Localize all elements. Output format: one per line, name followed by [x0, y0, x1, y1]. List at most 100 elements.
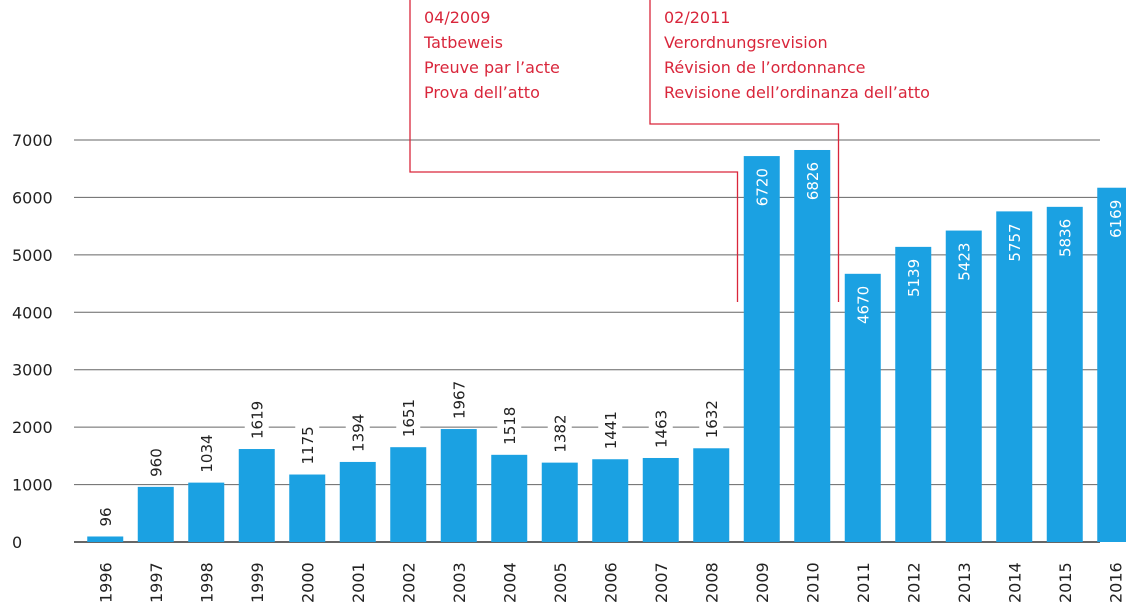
- y-tick-label: 5000: [12, 246, 53, 265]
- x-tick-label: 1996: [96, 562, 115, 603]
- x-tick-label: 2002: [399, 562, 418, 603]
- data-label: 1463: [653, 410, 671, 448]
- annotation-text: Révision de l’ordonnance: [664, 58, 865, 77]
- annotation-text: Preuve par l’acte: [424, 58, 560, 77]
- x-tick-label: 2000: [298, 562, 317, 603]
- label-mask: [699, 396, 724, 441]
- annotation-text: Revisione dell’ordinanza dell’atto: [664, 83, 930, 102]
- label-mask: [244, 397, 269, 442]
- bar-2005: [541, 462, 578, 542]
- x-tick-label: 2007: [652, 562, 671, 603]
- label-mask: [446, 377, 471, 422]
- y-tick-label: 1000: [12, 476, 53, 495]
- y-tick-label: 4000: [12, 303, 53, 322]
- grid-lines: [74, 139, 1100, 543]
- data-label: 1651: [400, 399, 418, 437]
- bar-1998: [188, 482, 225, 542]
- annotations: 04/2009 Tatbeweis Preuve par l’acte Prova d…: [409, 0, 930, 302]
- annotation-leader-line: [649, 0, 840, 302]
- bar-2012: [895, 246, 932, 542]
- data-label: 1175: [299, 426, 317, 464]
- annotation-text: Verordnungsrevision: [664, 33, 828, 52]
- bar-2008: [693, 448, 730, 542]
- x-tick-label: 2004: [500, 562, 519, 603]
- x-tick-label: 1999: [248, 562, 267, 603]
- y-tick-label: 3000: [12, 361, 53, 380]
- label-mask: [396, 395, 421, 440]
- label-mask: [598, 407, 623, 452]
- label-mask: [194, 430, 219, 475]
- data-label: 5836: [1057, 219, 1075, 257]
- data-label: 96: [97, 507, 115, 526]
- data-label: 5757: [1006, 223, 1024, 261]
- bar-2010: [794, 149, 831, 543]
- bar-1999: [238, 449, 275, 542]
- bar-2011: [844, 273, 881, 542]
- x-tick-label: 2012: [904, 562, 923, 603]
- data-label: 5139: [905, 259, 923, 297]
- x-tick-label: 1998: [197, 562, 216, 603]
- bar-2013: [945, 230, 982, 542]
- y-tick-label: 6000: [12, 188, 53, 207]
- x-tick-label: 2015: [1056, 562, 1075, 603]
- data-label: 6169: [1107, 200, 1125, 238]
- y-tick-label: 0: [12, 533, 22, 552]
- x-tick-label: 2013: [955, 562, 974, 603]
- x-tick-label: 2010: [803, 562, 822, 603]
- bar-2016: [1097, 187, 1126, 542]
- annotation-leader-line: [409, 0, 739, 302]
- label-mask: [143, 444, 168, 479]
- data-label: 1967: [451, 381, 469, 419]
- x-tick-label: 2005: [551, 562, 570, 603]
- y-tick-label: 7000: [12, 131, 53, 150]
- bars: [87, 149, 1126, 543]
- annotation-text: Prova dell’atto: [424, 83, 540, 102]
- data-labels: 96 960 1034 1619 1175 1394 1651 1967 1518 1382 144…: [97, 162, 1125, 526]
- bar-2009: [743, 156, 780, 542]
- data-label: 960: [148, 448, 166, 477]
- data-label: 1619: [249, 401, 267, 439]
- data-label: 1382: [552, 414, 570, 452]
- x-tick-label: 2009: [753, 562, 772, 603]
- data-label: 1394: [350, 414, 368, 452]
- y-tick-label: 2000: [12, 418, 53, 437]
- y-axis: 0 1000 2000 3000 4000 5000 6000 7000: [12, 131, 53, 552]
- label-mask: [648, 405, 673, 450]
- bar-2003: [440, 429, 477, 542]
- data-label: 6720: [754, 168, 772, 206]
- x-tick-label: 2016: [1106, 562, 1125, 603]
- label-mask: [345, 409, 370, 454]
- label-mask: [547, 410, 572, 455]
- bar-2000: [289, 474, 326, 542]
- data-label: 1034: [198, 434, 216, 472]
- annotation-text: 04/2009: [424, 8, 490, 27]
- label-mask: [295, 422, 320, 467]
- data-label: 5423: [956, 243, 974, 281]
- data-label: 1441: [602, 411, 620, 449]
- x-tick-label: 2006: [601, 562, 620, 603]
- bar-2015: [1046, 206, 1083, 542]
- annotation-text: 02/2011: [664, 8, 730, 27]
- x-tick-label: 2003: [450, 562, 469, 603]
- x-tick-label: 2011: [854, 562, 873, 603]
- bar-2006: [592, 459, 629, 542]
- x-tick-label: 1997: [147, 562, 166, 603]
- x-axis: 1996 1997 1998 1999 2000 2001 2002 2003 2004 2005…: [96, 562, 1125, 603]
- label-mask: [93, 503, 118, 529]
- data-label: 1518: [501, 407, 519, 445]
- bar-1997: [137, 486, 174, 542]
- data-label: 1632: [703, 400, 721, 438]
- annotation-text: Tatbeweis: [423, 33, 503, 52]
- bar-2001: [339, 461, 376, 542]
- data-label: 4670: [855, 286, 873, 324]
- x-tick-label: 2014: [1005, 562, 1024, 603]
- data-label: 6826: [804, 162, 822, 200]
- x-tick-label: 2001: [349, 562, 368, 603]
- bar-2014: [996, 211, 1033, 542]
- bar-2007: [642, 457, 679, 542]
- bar-1996: [87, 536, 124, 542]
- bar-2002: [390, 447, 427, 542]
- label-mask: [497, 402, 522, 447]
- x-tick-label: 2008: [702, 562, 721, 603]
